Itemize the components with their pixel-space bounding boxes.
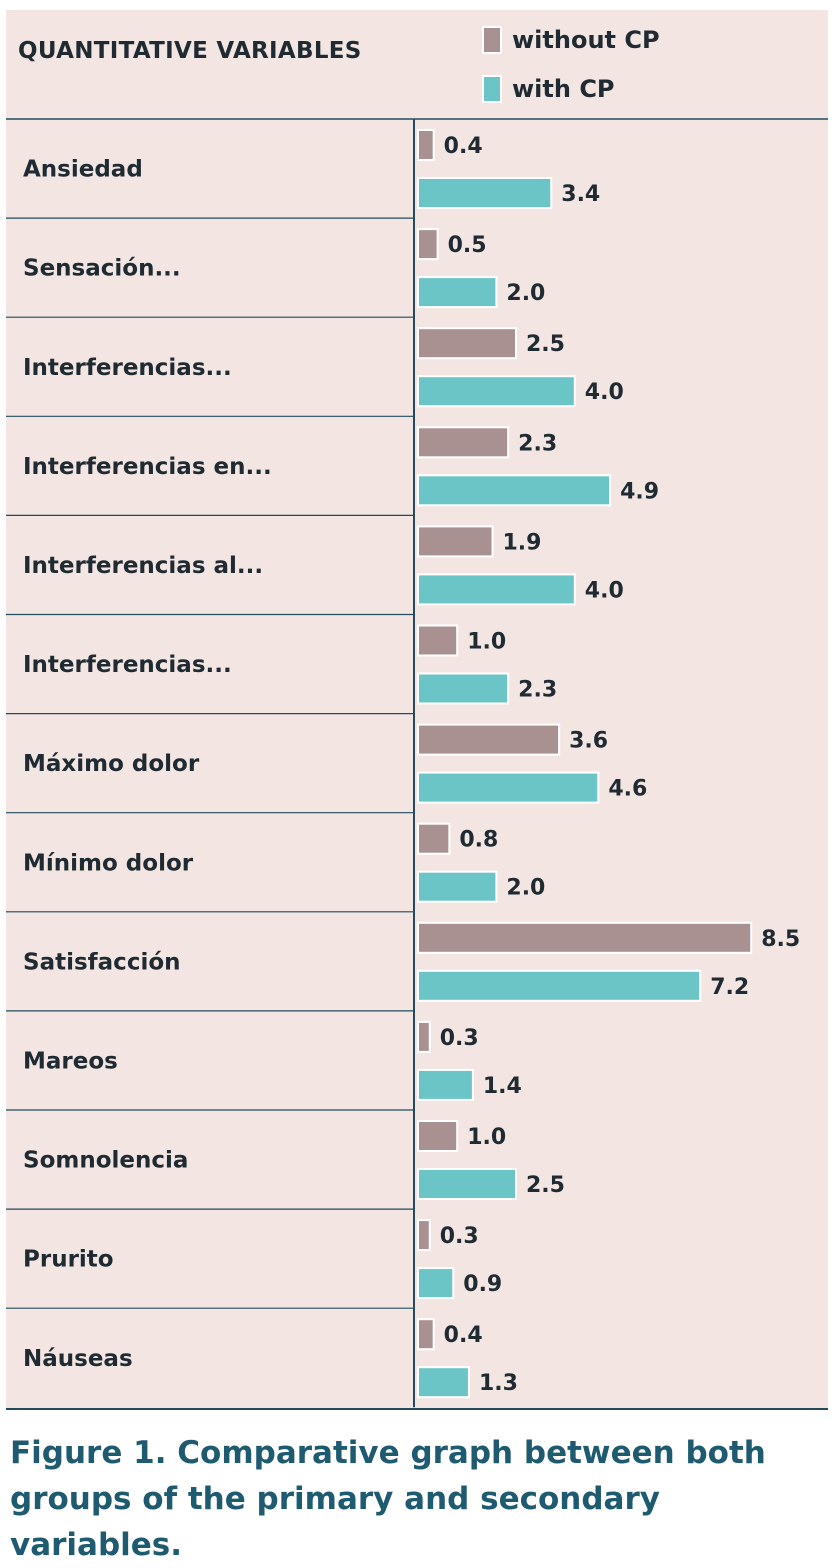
figure-caption: Figure 1. Comparative graph between both… xyxy=(10,1435,766,1563)
category-label: Máximo dolor xyxy=(23,751,200,777)
bar-without-cp xyxy=(417,723,561,756)
category-label: Satisfacción xyxy=(23,949,181,975)
bar-with-cp xyxy=(417,1168,517,1200)
category-label: Ansiedad xyxy=(23,157,143,183)
data-label: 4.0 xyxy=(585,380,624,405)
category-label: Interferencias al... xyxy=(23,553,263,579)
legend-item-with-cp: with CP xyxy=(482,75,615,103)
category-label: Mínimo dolor xyxy=(23,850,194,876)
data-label: 3.4 xyxy=(561,182,600,207)
data-label: 4.6 xyxy=(608,777,647,802)
category-label: Náuseas xyxy=(23,1346,133,1372)
bar-without-cp xyxy=(417,1219,431,1252)
bar-without-cp xyxy=(417,1020,431,1053)
legend-swatch-without-cp xyxy=(482,26,502,54)
data-label: 1.4 xyxy=(483,1074,522,1099)
data-label: 2.5 xyxy=(526,1173,565,1198)
bar-without-cp xyxy=(417,921,753,954)
bar-without-cp xyxy=(417,228,439,261)
legend-label-with-cp: with CP xyxy=(512,75,615,103)
data-label: 2.3 xyxy=(518,678,557,703)
data-label: 0.3 xyxy=(440,1224,479,1249)
category-label: Mareos xyxy=(23,1048,118,1074)
category-label: Interferencias... xyxy=(23,652,232,678)
bar-with-cp xyxy=(417,177,553,209)
bar-with-cp xyxy=(417,573,576,606)
legend-item-without-cp: without CP xyxy=(482,26,660,54)
bar-without-cp xyxy=(417,327,517,360)
data-label: 2.5 xyxy=(526,332,565,357)
data-label: 1.9 xyxy=(502,530,541,555)
bar-with-cp xyxy=(417,672,510,705)
data-label: 0.8 xyxy=(459,828,498,853)
legend-label-without-cp: without CP xyxy=(512,26,660,54)
bottom-rule xyxy=(6,1408,828,1410)
data-label: 7.2 xyxy=(710,975,749,1000)
data-label: 1.3 xyxy=(479,1371,518,1396)
data-label: 2.3 xyxy=(518,431,557,456)
data-label: 3.6 xyxy=(569,729,608,754)
data-label: 1.0 xyxy=(467,1125,506,1150)
category-label: Sensación... xyxy=(23,256,181,282)
bar-without-cp xyxy=(417,129,435,161)
bar-with-cp xyxy=(417,1366,470,1399)
data-label: 2.0 xyxy=(506,876,545,901)
bar-with-cp xyxy=(417,870,498,903)
bar-without-cp xyxy=(417,525,494,558)
data-label: 4.0 xyxy=(585,578,624,603)
category-label: Interferencias en... xyxy=(23,454,272,480)
bar-with-cp xyxy=(417,1267,455,1300)
bar-without-cp xyxy=(417,1318,435,1351)
bar-with-cp xyxy=(417,1068,474,1101)
bar-without-cp xyxy=(417,1120,459,1152)
data-label: 0.5 xyxy=(448,233,487,258)
data-label: 0.3 xyxy=(440,1026,479,1051)
bar-with-cp xyxy=(417,969,702,1002)
data-label: 2.0 xyxy=(506,281,545,306)
category-label: Interferencias... xyxy=(23,355,232,381)
column-header: QUANTITATIVE VARIABLES xyxy=(18,38,362,64)
bar-with-cp xyxy=(417,276,498,309)
bar-chart: Ansiedad 0.4 3.4 Sensación... 0.5 2.0 Interfer… xyxy=(6,118,828,1408)
bar-without-cp xyxy=(417,426,510,459)
category-label: Prurito xyxy=(23,1247,114,1273)
data-label: 0.4 xyxy=(444,1323,483,1348)
bar-without-cp xyxy=(417,624,459,657)
bar-without-cp xyxy=(417,822,451,855)
category-label: Somnolencia xyxy=(23,1148,188,1174)
legend-swatch-with-cp xyxy=(482,75,502,103)
data-label: 0.4 xyxy=(444,134,483,159)
data-label: 0.9 xyxy=(463,1272,502,1297)
bar-with-cp xyxy=(417,771,600,804)
bar-with-cp xyxy=(417,375,576,408)
data-label: 4.9 xyxy=(620,479,659,504)
data-label: 8.5 xyxy=(761,927,800,952)
bar-with-cp xyxy=(417,474,612,507)
data-label: 1.0 xyxy=(467,630,506,655)
